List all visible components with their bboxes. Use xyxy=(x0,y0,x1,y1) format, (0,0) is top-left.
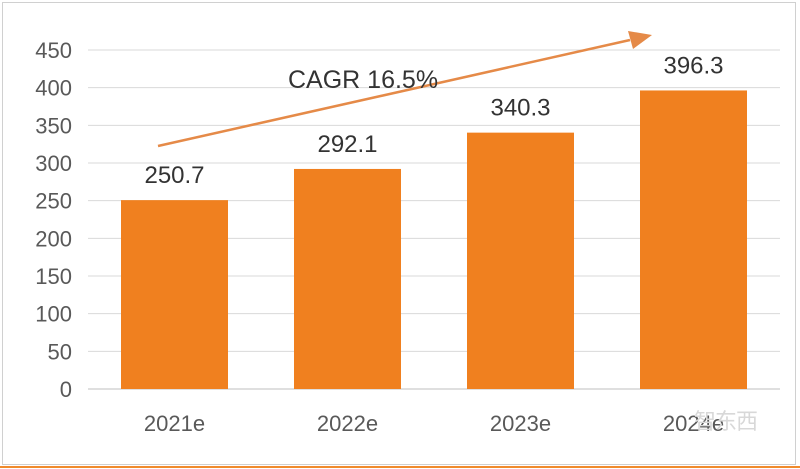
bar xyxy=(467,132,574,389)
y-tick-label: 400 xyxy=(35,76,72,101)
cagr-arrow-line xyxy=(157,38,631,148)
watermark: 智东西 xyxy=(694,410,758,435)
bars xyxy=(121,90,747,389)
y-tick-label: 150 xyxy=(35,264,72,289)
x-axis-ticks: 2021e 2022e 2023e 2024e xyxy=(144,411,724,436)
bottom-accent-line xyxy=(0,466,800,468)
data-label: 340.3 xyxy=(490,95,550,122)
y-tick-label: 200 xyxy=(35,226,72,251)
y-tick-label: 50 xyxy=(48,339,72,364)
y-tick-label: 350 xyxy=(35,113,72,138)
x-tick-label: 2024e xyxy=(663,411,724,436)
y-tick-label: 300 xyxy=(35,151,72,176)
y-tick-label: 100 xyxy=(35,302,72,327)
data-label: 250.7 xyxy=(144,162,204,189)
y-tick-label: 0 xyxy=(60,377,72,402)
bar xyxy=(640,90,747,389)
data-label: 396.3 xyxy=(663,52,723,79)
cagr-arrow-head xyxy=(628,31,652,49)
y-axis-ticks: 0 50 100 150 200 250 300 350 400 450 xyxy=(35,38,72,402)
bar xyxy=(294,168,401,389)
y-tick-label: 250 xyxy=(35,189,72,214)
x-tick-label: 2022e xyxy=(317,411,378,436)
data-labels: 250.7 292.1 340.3 396.3 xyxy=(144,52,723,189)
cagr-annotation: CAGR 16.5% xyxy=(157,31,652,148)
y-tick-label: 450 xyxy=(35,38,72,63)
x-tick-label: 2021e xyxy=(144,411,205,436)
cagr-label: CAGR 16.5% xyxy=(288,66,438,94)
x-tick-label: 2023e xyxy=(490,411,551,436)
data-label: 292.1 xyxy=(317,131,377,158)
bar xyxy=(121,200,228,389)
